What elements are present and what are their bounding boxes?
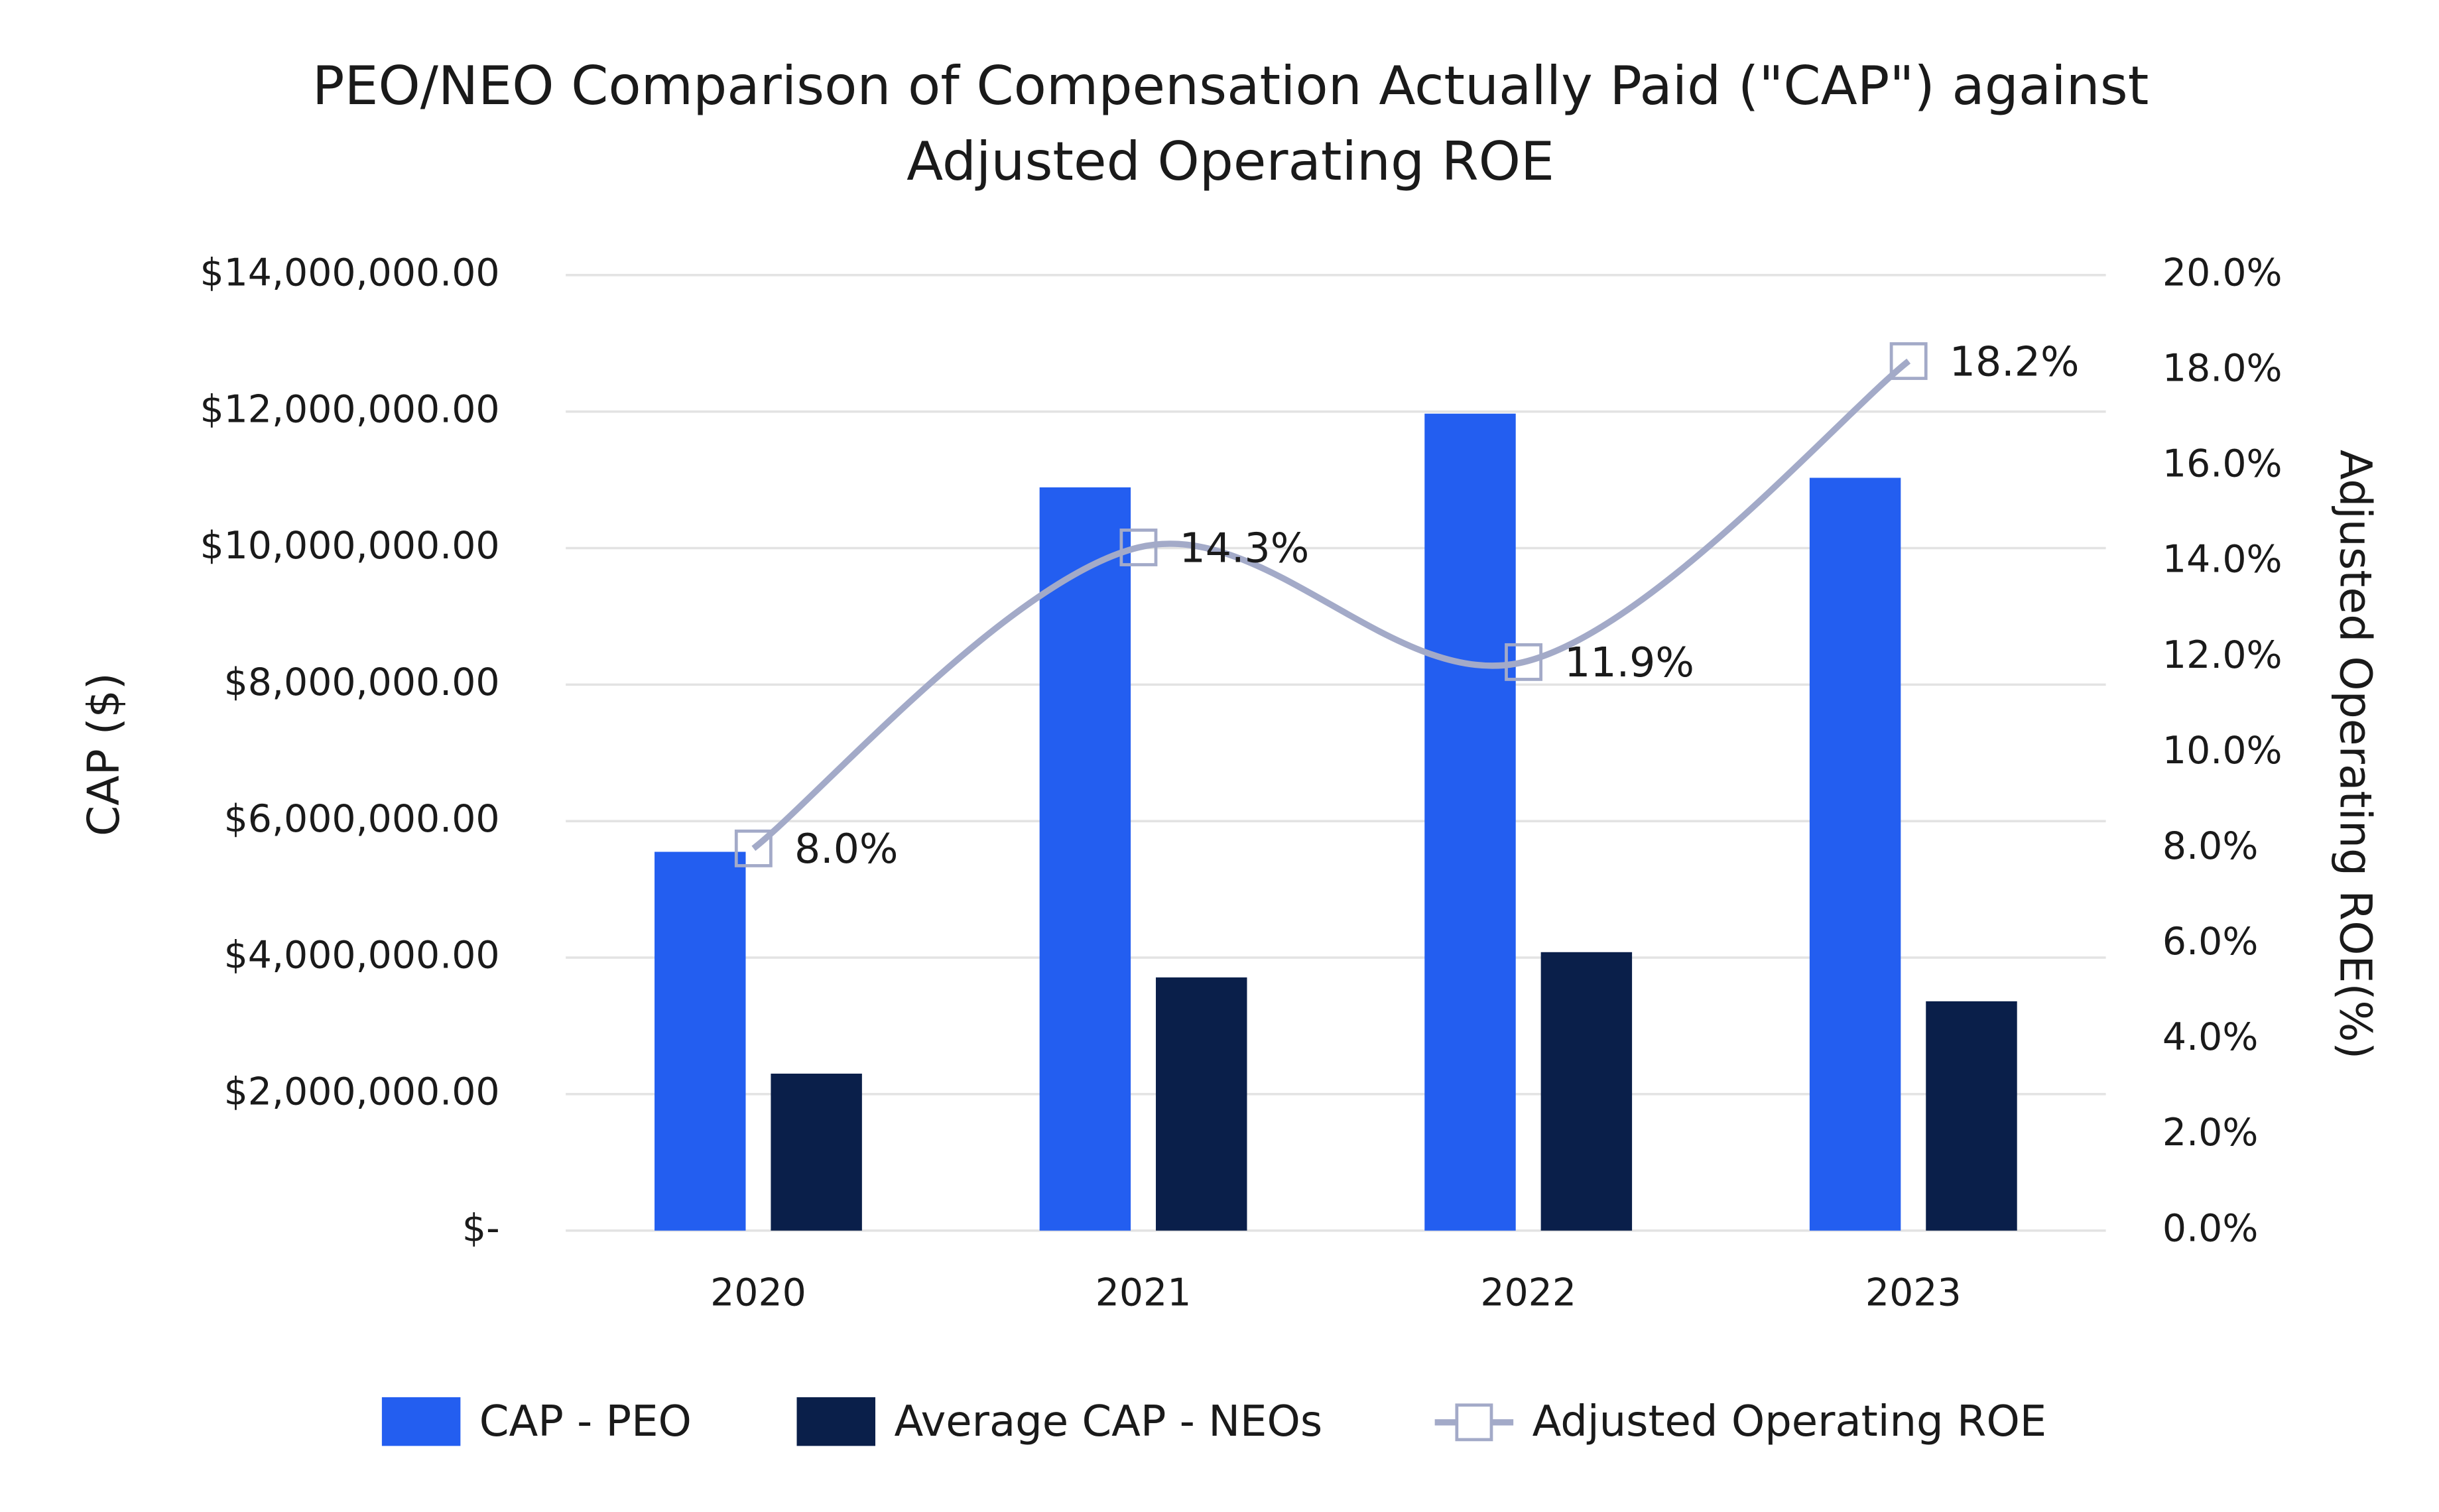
y2-tick-label: 8.0%	[2162, 824, 2258, 868]
legend-label: Adjusted Operating ROE	[1532, 1397, 2047, 1446]
y-tick-label: $14,000,000.00	[200, 251, 499, 294]
data-label: 14.3%	[1180, 524, 1310, 572]
y2-tick-label: 0.0%	[2162, 1206, 2258, 1250]
data-label: 18.2%	[1950, 338, 2080, 385]
y-tick-label: $6,000,000.00	[224, 797, 500, 841]
line-marker	[1505, 643, 1543, 681]
y2-tick-label: 20.0%	[2162, 251, 2283, 294]
x-tick-label: 2022	[1480, 1271, 1576, 1314]
x-tick-label: 2021	[1095, 1271, 1192, 1314]
bar	[1424, 413, 1516, 1231]
line	[751, 358, 1911, 851]
line-marker	[1119, 529, 1158, 566]
y2-tick-label: 4.0%	[2162, 1015, 2258, 1059]
y2-tick-label: 16.0%	[2162, 442, 2283, 486]
line-marker	[1889, 342, 1928, 380]
y2-tick-label: 12.0%	[2162, 633, 2283, 677]
y2-tick-label: 18.0%	[2162, 347, 2283, 391]
y-tick-label: $-	[462, 1206, 500, 1250]
y2-tick-label: 2.0%	[2162, 1111, 2258, 1155]
bar	[1540, 952, 1633, 1231]
bar	[1156, 977, 1247, 1231]
y-tick-label: $10,000,000.00	[200, 524, 499, 568]
line-marker	[734, 829, 773, 867]
legend-label: Average CAP - NEOs	[894, 1397, 1322, 1446]
chart-title: Adjusted Operating ROE	[907, 131, 1554, 193]
y2-tick-label: 14.0%	[2162, 538, 2283, 582]
y-tick-label: $2,000,000.00	[224, 1070, 500, 1113]
x-tick-label: 2023	[1865, 1271, 1962, 1314]
y-axis-title: CAP ($)	[78, 672, 129, 836]
y-tick-label: $12,000,000.00	[200, 387, 499, 431]
y2-tick-label: 6.0%	[2162, 920, 2258, 964]
legend-swatch	[796, 1397, 876, 1446]
legend-marker	[1455, 1403, 1493, 1442]
chart-title: PEO/NEO Comparison of Compensation Actua…	[312, 55, 2149, 117]
y2-axis-title: Adjusted Operating ROE(%)	[2330, 450, 2382, 1059]
bar	[1926, 1001, 2017, 1231]
bar	[1039, 487, 1131, 1231]
x-tick-label: 2020	[710, 1271, 806, 1314]
legend-swatch	[381, 1397, 461, 1446]
data-label: 11.9%	[1564, 639, 1694, 686]
y-tick-label: $8,000,000.00	[224, 661, 500, 704]
y2-tick-label: 10.0%	[2162, 729, 2283, 773]
legend-label: CAP - PEO	[479, 1397, 692, 1446]
y-tick-label: $4,000,000.00	[224, 934, 500, 977]
bar	[771, 1073, 862, 1231]
data-label: 8.0%	[794, 825, 899, 873]
bar	[655, 851, 746, 1231]
bar	[1809, 477, 1901, 1231]
